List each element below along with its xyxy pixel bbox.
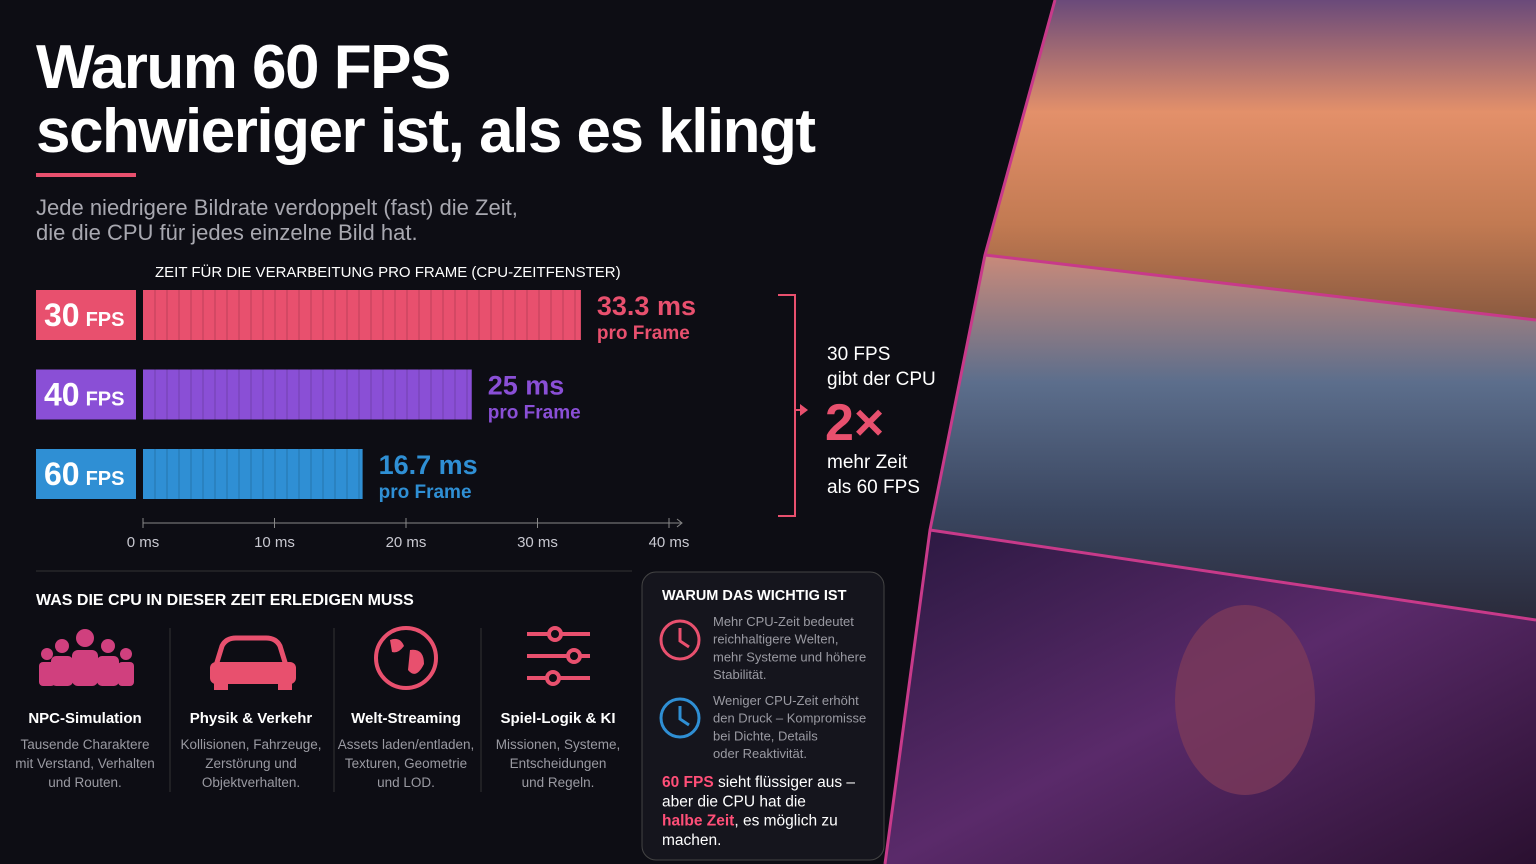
- category-value: 60: [44, 456, 80, 492]
- task-title: Spiel-Logik & KI: [500, 710, 615, 727]
- photo-boat: [930, 255, 1536, 620]
- subtitle: die die CPU für jedes einzelne Bild hat.: [36, 220, 418, 245]
- annotation-emphasis: 2×: [825, 394, 884, 452]
- task-title: Physik & Verkehr: [190, 710, 313, 727]
- task-description: Objektverhalten.: [202, 775, 300, 790]
- value-sublabel: pro Frame: [597, 323, 690, 344]
- clock-hand: [678, 628, 690, 649]
- task-description: Tausende Charaktere: [20, 737, 149, 752]
- tasks-heading: WAS DIE CPU IN DIESER ZEIT ERLEDIGEN MUS…: [36, 592, 414, 609]
- why-item: oder Reaktivität.: [713, 746, 807, 761]
- task-description: Assets laden/entladen,: [338, 737, 475, 752]
- why-conclusion: aber die CPU hat die: [662, 793, 806, 810]
- why-item: bei Dichte, Details: [713, 728, 818, 743]
- category-label: 40 FPS: [44, 377, 125, 413]
- title: schwieriger ist, als es klingt: [36, 97, 815, 166]
- title-underline: [36, 173, 136, 177]
- icon-car: [210, 635, 296, 690]
- category-unit: FPS: [86, 389, 125, 411]
- clock-icon: [659, 619, 701, 661]
- photo-figure: [1175, 605, 1315, 795]
- category-box: [36, 369, 136, 420]
- x-tick-label: 0 ms: [127, 534, 160, 551]
- photo-border: [984, 253, 1536, 322]
- value-sublabel: pro Frame: [379, 482, 472, 503]
- task-description: und Regeln.: [522, 775, 595, 790]
- icon-sliders: [527, 626, 590, 686]
- bar: [143, 449, 363, 499]
- why-item: Stabilität.: [713, 667, 766, 682]
- icon-globe: [374, 626, 438, 690]
- conclusion-segment: , es möglich zu: [734, 813, 837, 830]
- category-unit: FPS: [86, 468, 125, 490]
- category-box: [36, 449, 136, 499]
- bracket-arrow: [800, 404, 808, 416]
- photo-border: [929, 528, 1536, 622]
- why-conclusion: 60 FPS sieht flüssiger aus –: [662, 774, 855, 791]
- why-conclusion: halbe Zeit, es möglich zu: [662, 813, 838, 830]
- task-title: Welt-Streaming: [351, 710, 461, 727]
- x-tick-label: 20 ms: [386, 534, 427, 551]
- bar: [143, 369, 472, 420]
- why-conclusion: machen.: [662, 832, 721, 849]
- task-description: Zerstörung und: [205, 756, 297, 771]
- why-title: WARUM DAS WICHTIG IST: [662, 588, 847, 604]
- annotation: 30 FPS: [827, 344, 890, 365]
- icon-people: [39, 629, 134, 686]
- clock-icon: [659, 697, 701, 739]
- task-description: mit Verstand, Verhalten: [15, 756, 155, 771]
- x-tick-label: 40 ms: [649, 534, 690, 551]
- subtitle: Jede niedrigere Bildrate verdoppelt (fas…: [36, 195, 518, 220]
- x-axis-arrow: [676, 518, 683, 528]
- x-tick-label: 30 ms: [517, 534, 558, 551]
- task-description: und Routen.: [48, 775, 122, 790]
- photo-beach: [985, 0, 1536, 320]
- conclusion-segment: 60 FPS: [662, 774, 714, 791]
- value-label: 33.3 ms: [597, 291, 696, 321]
- category-label: 30 FPS: [44, 297, 125, 333]
- clock-hand: [678, 706, 690, 727]
- task-description: Texturen, Geometrie: [345, 756, 467, 771]
- x-tick-label: 10 ms: [254, 534, 295, 551]
- value-sublabel: pro Frame: [488, 403, 581, 424]
- annotation: als 60 FPS: [827, 477, 920, 498]
- category-value: 30: [44, 297, 80, 333]
- task-description: Missionen, Systeme,: [496, 737, 621, 752]
- task-title: NPC-Simulation: [28, 710, 141, 727]
- task-description: Entscheidungen: [510, 756, 607, 771]
- why-item: mehr Systeme und höhere: [713, 649, 866, 664]
- annotation: mehr Zeit: [827, 452, 908, 473]
- why-item: Mehr CPU-Zeit bedeutet: [713, 614, 854, 629]
- chart-title: ZEIT FÜR DIE VERARBEITUNG PRO FRAME (CPU…: [155, 263, 621, 281]
- task-description: und LOD.: [377, 775, 435, 790]
- why-item: reichhaltigere Welten,: [713, 632, 839, 647]
- task-description: Kollisionen, Fahrzeuge,: [180, 737, 321, 752]
- value-label: 25 ms: [488, 371, 565, 401]
- conclusion-segment: halbe Zeit: [662, 813, 734, 830]
- why-item: Weniger CPU-Zeit erhöht: [713, 693, 859, 708]
- conclusion-segment: aber die CPU hat die: [662, 793, 806, 810]
- conclusion-segment: sieht flüssiger aus –: [714, 774, 856, 791]
- annotation: gibt der CPU: [827, 369, 936, 390]
- title: Warum 60 FPS: [36, 33, 450, 102]
- why-item: den Druck – Kompromisse: [713, 711, 866, 726]
- category-unit: FPS: [86, 309, 125, 331]
- bar: [143, 290, 581, 340]
- category-label: 60 FPS: [44, 456, 125, 492]
- photo-border: [883, 0, 1057, 864]
- category-box: [36, 290, 136, 340]
- conclusion-segment: machen.: [662, 832, 721, 849]
- category-value: 40: [44, 377, 80, 413]
- value-label: 16.7 ms: [379, 450, 478, 480]
- why-box: [641, 571, 885, 861]
